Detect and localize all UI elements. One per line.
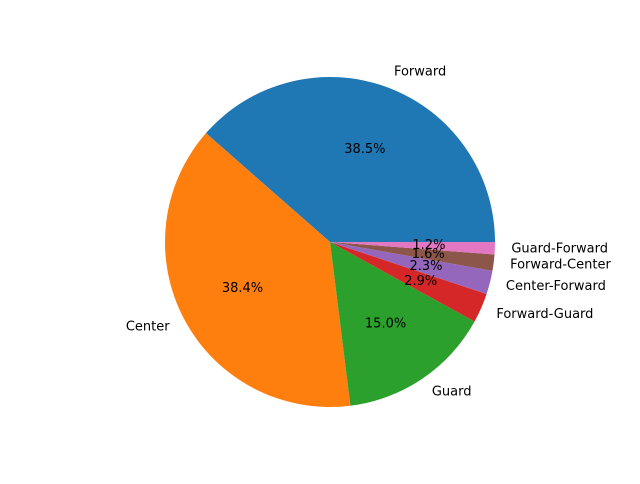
slice-label-guard: Guard: [432, 385, 472, 400]
pie-slice-forward: [205, 77, 495, 242]
percent-label-guard-forward: 1.2%: [412, 238, 445, 253]
pie-slice-forward-guard: [330, 242, 487, 322]
slice-label-center-forward: Center-Forward: [506, 279, 606, 294]
percent-label-guard: 15.0%: [365, 316, 406, 331]
percent-label-forward-guard: 2.9%: [404, 274, 437, 289]
percent-label-center-forward: 2.3%: [409, 259, 442, 274]
percent-labels: 38.5% 38.4% 15.0% 2.9%2.3%1.6%1.2%: [222, 142, 446, 332]
percent-label-forward-center: 1.6%: [412, 247, 445, 262]
slice-label-center: Center: [126, 320, 170, 335]
slice-label-forward: Forward: [394, 65, 446, 80]
pie-slice-center-forward: [330, 242, 493, 295]
percent-label-center: 38.4%: [222, 281, 263, 296]
pie-slice-guard: [330, 242, 475, 406]
slice-label-guard-forward: Guard-Forward: [511, 241, 608, 256]
slice-label-forward-center: Forward-Center: [510, 257, 611, 272]
pie-slice-guard-forward: [330, 242, 495, 255]
slice-label-forward-guard: Forward-Guard: [496, 307, 593, 322]
pie-slices: [165, 77, 495, 407]
pie-slice-forward-center: [330, 242, 495, 271]
pie-slice-center: [165, 133, 351, 407]
percent-label-forward: 38.5%: [344, 142, 385, 157]
slice-labels: Forward Center Guard Forward-Guard Center-Fo…: [126, 65, 612, 400]
